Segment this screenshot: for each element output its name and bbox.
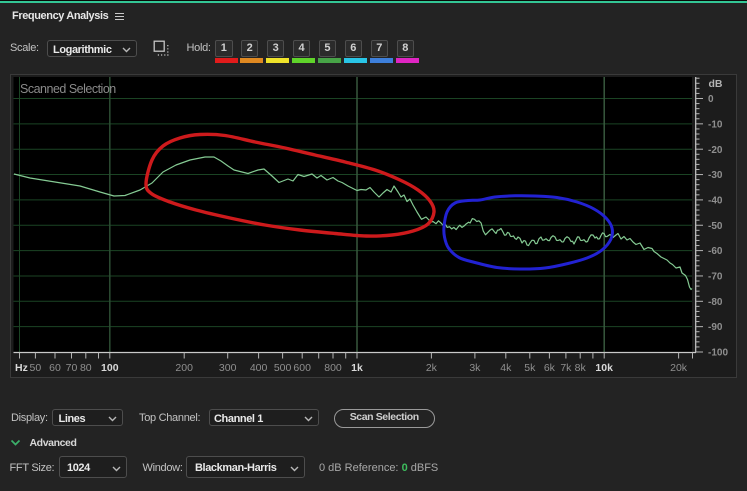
svg-text:7k: 7k bbox=[560, 362, 572, 374]
svg-text:60: 60 bbox=[49, 362, 61, 374]
svg-text:-30: -30 bbox=[708, 170, 723, 181]
svg-text:-20: -20 bbox=[708, 145, 723, 156]
svg-text:80: 80 bbox=[80, 362, 92, 374]
svg-text:6k: 6k bbox=[544, 362, 556, 374]
svg-text:-50: -50 bbox=[708, 221, 723, 232]
svg-text:300: 300 bbox=[219, 362, 237, 374]
svg-text:-80: -80 bbox=[708, 297, 723, 308]
svg-text:Scanned Selection: Scanned Selection bbox=[20, 82, 116, 96]
svg-text:10k: 10k bbox=[595, 362, 613, 374]
svg-text:-70: -70 bbox=[708, 272, 723, 283]
svg-text:500: 500 bbox=[274, 362, 292, 374]
svg-text:3k: 3k bbox=[469, 362, 481, 374]
svg-text:-90: -90 bbox=[708, 322, 723, 333]
svg-text:Hz: Hz bbox=[15, 362, 28, 374]
svg-text:4k: 4k bbox=[500, 362, 512, 374]
svg-text:8k: 8k bbox=[575, 362, 587, 374]
svg-text:-40: -40 bbox=[708, 196, 723, 207]
svg-text:100: 100 bbox=[101, 362, 119, 374]
svg-text:20k: 20k bbox=[670, 362, 688, 374]
svg-text:1k: 1k bbox=[351, 362, 363, 374]
svg-text:70: 70 bbox=[66, 362, 78, 374]
svg-text:800: 800 bbox=[324, 362, 342, 374]
svg-text:0: 0 bbox=[708, 94, 714, 105]
svg-text:200: 200 bbox=[175, 362, 193, 374]
svg-text:-100: -100 bbox=[708, 348, 728, 359]
svg-text:50: 50 bbox=[30, 362, 42, 374]
svg-text:2k: 2k bbox=[426, 362, 438, 374]
svg-text:400: 400 bbox=[250, 362, 268, 374]
svg-text:-60: -60 bbox=[708, 246, 723, 257]
svg-text:600: 600 bbox=[293, 362, 311, 374]
svg-text:5k: 5k bbox=[524, 362, 536, 374]
svg-text:dB: dB bbox=[709, 78, 723, 90]
svg-text:-10: -10 bbox=[708, 120, 723, 131]
